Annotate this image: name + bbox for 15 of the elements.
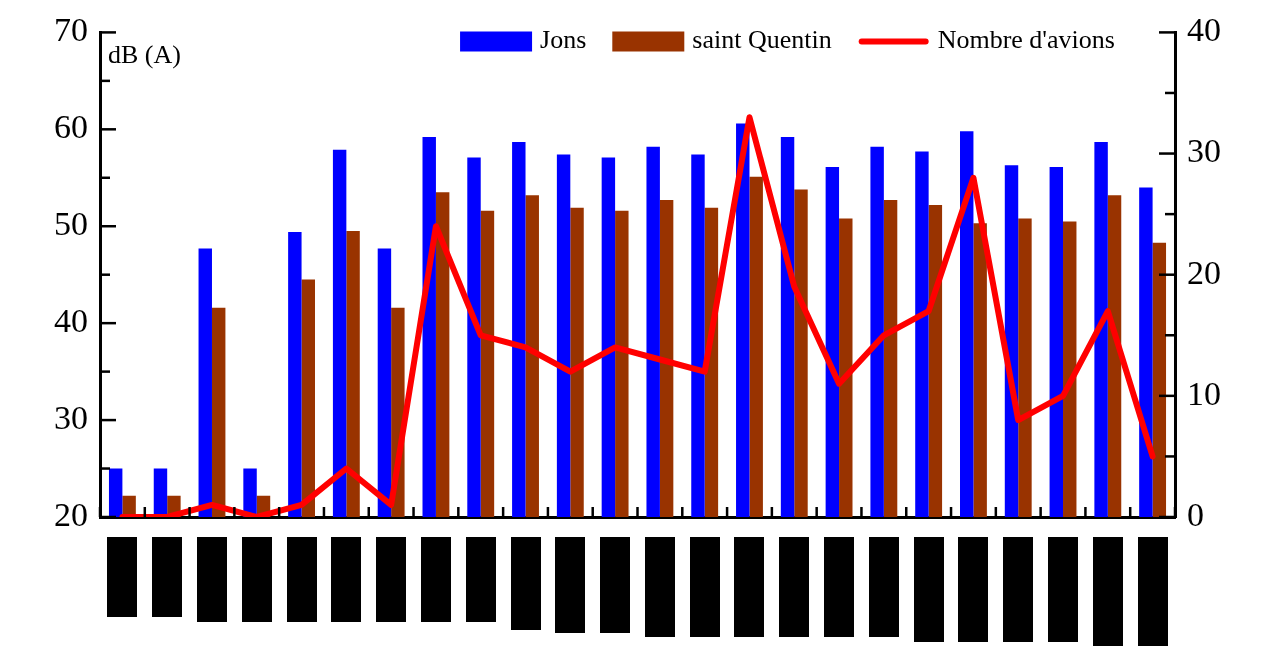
y2-tick-label: 40 <box>1187 11 1221 49</box>
y-axis-title: dB (A) <box>108 40 181 70</box>
legend-label: Nombre d'avions <box>937 25 1115 55</box>
y-tick-label: 50 <box>54 205 88 243</box>
y2-tick-label: 0 <box>1187 495 1204 533</box>
legend-label: Jons <box>540 25 587 55</box>
y-tick-label: 30 <box>54 399 88 436</box>
y2-tick-label: 10 <box>1187 374 1221 412</box>
y-tick-label: 70 <box>54 11 88 49</box>
y-tick-label: 20 <box>54 495 88 533</box>
y-tick-label: 60 <box>54 108 88 146</box>
y2-tick-label: 30 <box>1187 132 1221 170</box>
y2-tick-label: 20 <box>1187 253 1221 291</box>
y-tick-label: 40 <box>54 302 88 340</box>
legend-label: saint Quentin <box>692 25 832 55</box>
